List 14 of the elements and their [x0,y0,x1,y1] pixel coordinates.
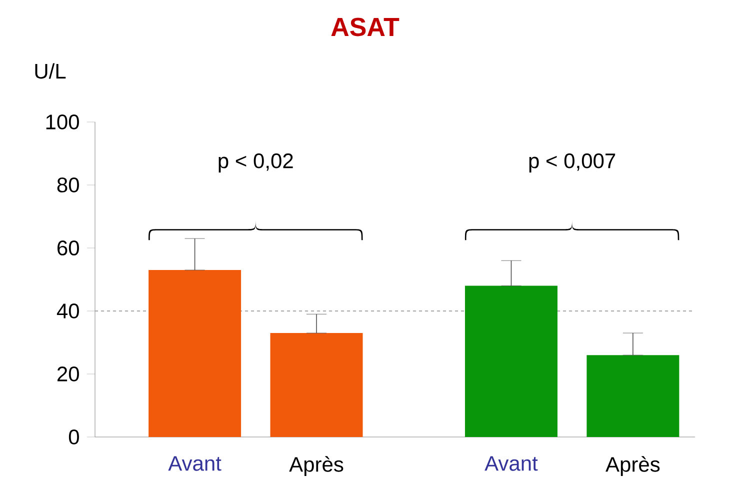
y-tick-label: 60 [58,240,79,256]
y-tick-label: 80 [57,178,79,192]
x-tick-label: Avant [168,456,222,471]
x-tick-label: Avant [484,456,538,471]
annotation: p < 0,02 [218,153,293,172]
y-axis-title: U/L [35,63,66,79]
y-tick-label: 0 [68,430,79,444]
chart-title: ASAT [331,18,400,36]
y-tick-label: 100 [46,114,79,130]
y-tick-label: 20 [58,366,79,382]
x-tick-label: Après [606,456,660,476]
x-tick-label: Après [289,456,344,476]
annotation: p < 0,007 [529,153,616,172]
y-tick-label: 40 [56,304,79,318]
